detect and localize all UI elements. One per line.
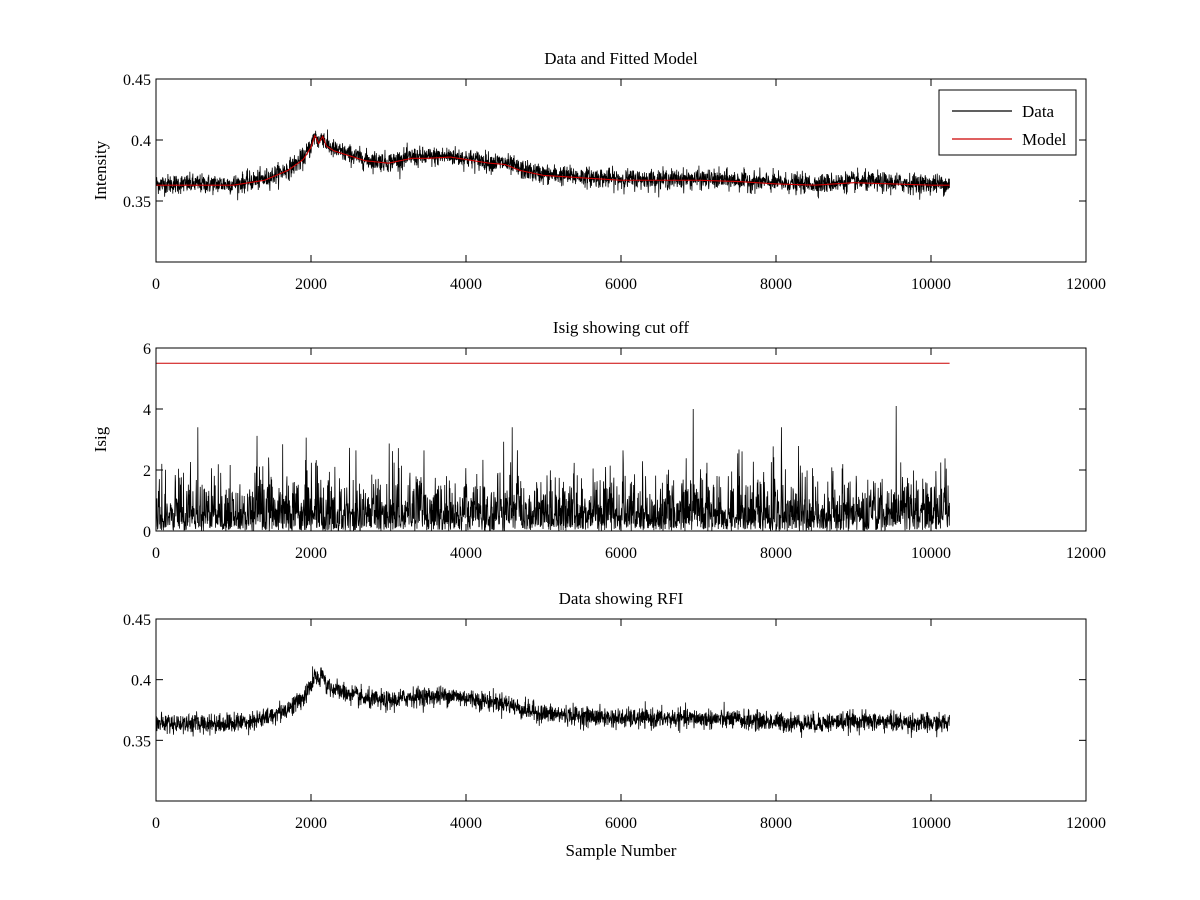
x-tick-label: 8000 <box>760 545 792 562</box>
chart-title: Data showing RFI <box>559 589 684 608</box>
x-tick-label: 6000 <box>605 276 637 293</box>
x-tick-label: 12000 <box>1066 545 1106 562</box>
plot-area <box>156 362 950 531</box>
chart-panel-3: 0 2000 4000 6000 8000 10000 12000 0.35 0.4 0.45 Da… <box>123 589 1106 860</box>
plot-area <box>156 666 950 738</box>
x-axis-label: Sample Number <box>566 841 677 860</box>
y-tick-label: 0.4 <box>131 133 151 150</box>
y-tick-label: 4 <box>143 402 151 419</box>
y-tick-label: 0 <box>143 524 151 541</box>
x-tick-label: 6000 <box>605 815 637 832</box>
chart-panel-1: 0 2000 4000 6000 8000 10000 12000 0.35 0.4 0.45 Da… <box>91 49 1106 293</box>
series-line-1 <box>156 405 950 531</box>
y-tick-label: 0.35 <box>123 733 151 750</box>
x-tick-label: 0 <box>152 545 160 562</box>
x-tick-label: 8000 <box>760 276 792 293</box>
y-tick-label: 6 <box>143 341 151 358</box>
y-tick-label: 0.4 <box>131 673 151 690</box>
series-line-2 <box>156 134 950 186</box>
y-tick-label: 0.45 <box>123 72 151 89</box>
x-tick-label: 10000 <box>911 815 951 832</box>
y-tick-label: 0.35 <box>123 194 151 211</box>
legend-entry: Model <box>1022 130 1067 149</box>
x-tick-label: 10000 <box>911 545 951 562</box>
y-axis-label: Isig <box>91 426 110 452</box>
series-line-1 <box>156 666 950 738</box>
x-tick-label: 2000 <box>295 545 327 562</box>
chart-title: Isig showing cut off <box>553 318 689 337</box>
legend-entry: Data <box>1022 102 1055 121</box>
x-tick-label: 2000 <box>295 815 327 832</box>
chart-title: Data and Fitted Model <box>544 49 698 68</box>
x-tick-label: 8000 <box>760 815 792 832</box>
plot-area <box>156 129 950 201</box>
x-tick-label: 2000 <box>295 276 327 293</box>
x-tick-label: 6000 <box>605 545 637 562</box>
y-tick-label: 2 <box>143 463 151 480</box>
x-tick-label: 0 <box>152 815 160 832</box>
x-tick-label: 10000 <box>911 276 951 293</box>
legend-box <box>938 89 1077 156</box>
x-tick-label: 4000 <box>450 276 482 293</box>
legend: Data Model <box>938 89 1077 156</box>
series-line-1 <box>156 129 950 201</box>
chart-panel-2: 0 2000 4000 6000 8000 10000 12000 0 2 4 6 Isig show… <box>91 318 1106 562</box>
x-tick-label: 4000 <box>450 815 482 832</box>
x-tick-label: 0 <box>152 276 160 293</box>
x-tick-label: 12000 <box>1066 815 1106 832</box>
y-axis-label: Intensity <box>91 140 110 200</box>
x-tick-label: 12000 <box>1066 276 1106 293</box>
y-tick-label: 0.45 <box>123 612 151 629</box>
x-tick-label: 4000 <box>450 545 482 562</box>
